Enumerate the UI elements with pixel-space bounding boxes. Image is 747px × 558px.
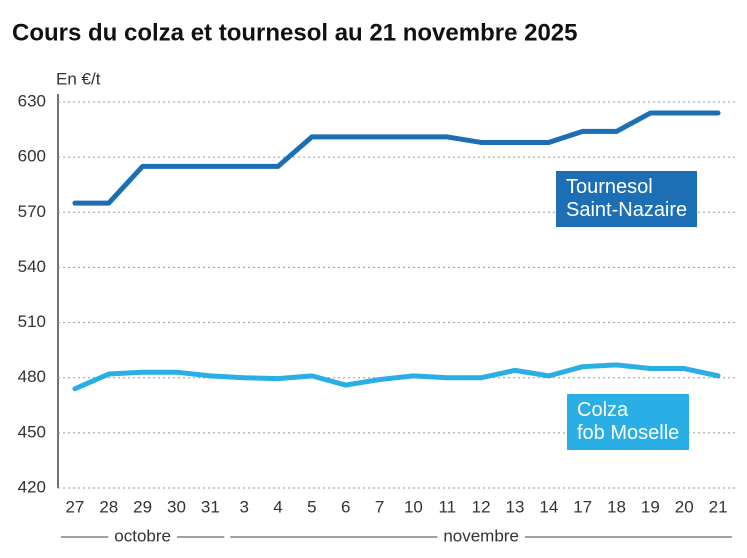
y-axis-label: En €/t — [56, 69, 101, 88]
series-line — [72, 110, 721, 206]
x-tick-label: 29 — [133, 497, 152, 516]
x-tick-label: 4 — [273, 497, 282, 516]
x-tick-label: 19 — [641, 497, 660, 516]
x-tick-label: 13 — [506, 497, 525, 516]
x-tick-label: 14 — [539, 497, 558, 516]
legend-colza: Colza fob Moselle — [567, 394, 690, 450]
y-tick-label: 480 — [18, 367, 46, 386]
x-tick-label: 5 — [307, 497, 316, 516]
y-tick-label: 600 — [18, 147, 46, 166]
x-tick-label: 11 — [438, 497, 456, 516]
x-tick-label: 18 — [607, 497, 626, 516]
x-tick-label: 12 — [472, 497, 491, 516]
y-tick-label: 630 — [18, 91, 46, 110]
x-tick-label: 6 — [341, 497, 350, 516]
x-tick-label: 27 — [65, 497, 84, 516]
x-tick-label: 21 — [709, 497, 728, 516]
chart-title: Cours du colza et tournesol au 21 novemb… — [12, 19, 578, 46]
x-tick-label: 17 — [573, 497, 592, 516]
y-tick-label: 450 — [18, 422, 46, 441]
series-line — [72, 362, 721, 392]
x-tick-label: 31 — [201, 497, 220, 516]
x-tick-label: 20 — [675, 497, 694, 516]
y-tick-label: 540 — [18, 257, 46, 276]
x-tick-label: 3 — [239, 497, 248, 516]
legend-tournesol: Tournesol Saint-Nazaire — [556, 171, 698, 227]
y-tick-label: 420 — [18, 477, 46, 496]
month-label: octobre — [114, 526, 171, 545]
x-tick-label: 10 — [404, 497, 423, 516]
x-tick-label: 30 — [167, 497, 186, 516]
y-tick-label: 510 — [18, 312, 46, 331]
month-label: novembre — [443, 526, 519, 545]
y-tick-label: 570 — [18, 202, 46, 221]
x-tick-label: 28 — [99, 497, 118, 516]
x-tick-label: 7 — [375, 497, 384, 516]
